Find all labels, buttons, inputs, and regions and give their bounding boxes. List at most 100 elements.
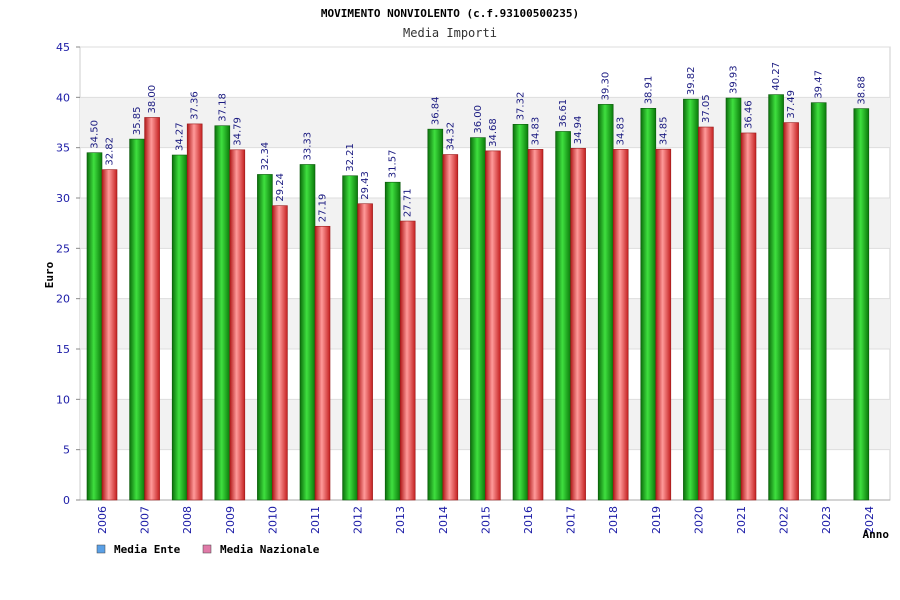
- y-tick-label: 0: [63, 494, 70, 507]
- data-label-media-ente-2021: 39.93: [729, 65, 740, 94]
- data-label-media-nazionale-2016: 34.83: [531, 117, 542, 146]
- data-label-media-ente-2015: 36.00: [473, 105, 484, 134]
- data-label-media-ente-2020: 39.82: [686, 67, 697, 96]
- y-tick-label: 45: [56, 41, 70, 54]
- data-label-media-ente-2013: 31.57: [388, 150, 399, 179]
- x-axis-ticks: 2006 2007 2008 2009 2010 2011 2012 2013 2014 2015…: [96, 506, 876, 534]
- bar-media-nazionale-2022: [783, 122, 799, 501]
- bar-media-ente-2016: [512, 124, 529, 501]
- data-label-media-nazionale-2012: 29.43: [360, 171, 371, 200]
- bar-media-nazionale-2017: [570, 147, 586, 501]
- x-tick-label-2013: 2013: [394, 506, 407, 534]
- bar-media-nazionale-2018: [612, 149, 629, 501]
- y-tick-label: 30: [56, 192, 70, 205]
- data-label-media-ente-2016: 37.32: [516, 92, 527, 121]
- x-tick-label-2021: 2021: [735, 506, 748, 534]
- data-labels: 34.50 32.82 35.85 38.00 34.27 37.36 37.18 34.79…: [90, 62, 868, 222]
- data-label-media-nazionale-2014: 34.32: [445, 122, 456, 151]
- x-tick-label-2016: 2016: [522, 506, 535, 534]
- bar-media-nazionale-2019: [655, 148, 672, 501]
- bar-media-nazionale-2007: [144, 117, 160, 501]
- bar-media-ente-2011: [299, 164, 316, 501]
- bars: [86, 94, 870, 501]
- data-label-media-ente-2010: 32.34: [260, 142, 271, 171]
- x-tick-label-2006: 2006: [96, 506, 109, 534]
- bar-media-nazionale-2016: [527, 149, 544, 501]
- x-tick-label-2007: 2007: [139, 506, 152, 534]
- y-tick-label: 40: [56, 91, 70, 104]
- x-tick-label-2008: 2008: [181, 506, 194, 534]
- bar-media-nazionale-2013: [399, 220, 416, 501]
- bar-media-ente-2015: [470, 137, 486, 501]
- chart-title: MOVIMENTO NONVIOLENTO (c.f.93100500235): [321, 7, 579, 20]
- bar-media-nazionale-2011: [314, 225, 331, 501]
- y-tick-label: 35: [56, 142, 70, 155]
- x-tick-label-2019: 2019: [650, 506, 663, 534]
- y-tick-label: 5: [63, 444, 70, 457]
- data-label-media-nazionale-2009: 34.79: [232, 117, 243, 146]
- bar-media-ente-2009: [214, 125, 231, 501]
- bar-media-nazionale-2009: [229, 149, 246, 501]
- bar-media-ente-2020: [683, 98, 699, 501]
- data-label-media-ente-2023: 39.47: [814, 70, 825, 99]
- bar-media-ente-2012: [342, 175, 358, 501]
- data-label-media-nazionale-2021: 36.46: [744, 100, 755, 129]
- bar-media-nazionale-2015: [485, 150, 501, 501]
- data-label-media-nazionale-2018: 34.83: [616, 117, 627, 146]
- data-label-media-ente-2007: 35.85: [132, 106, 143, 135]
- bar-media-ente-2014: [427, 128, 444, 501]
- data-label-media-nazionale-2006: 32.82: [105, 137, 116, 166]
- data-label-media-nazionale-2022: 37.49: [786, 90, 797, 119]
- x-tick-label-2012: 2012: [352, 506, 365, 534]
- chart-subtitle: Media Importi: [403, 26, 497, 40]
- legend-label-media-ente: Media Ente: [114, 543, 181, 556]
- data-label-media-ente-2006: 34.50: [90, 120, 101, 149]
- data-label-media-nazionale-2007: 38.00: [147, 85, 158, 114]
- bar-media-ente-2010: [257, 174, 273, 501]
- bar-media-ente-2023: [810, 102, 827, 501]
- x-tick-label-2017: 2017: [565, 506, 578, 534]
- x-tick-label-2024: 2024: [863, 506, 876, 534]
- x-tick-label-2014: 2014: [437, 506, 450, 534]
- data-label-media-nazionale-2020: 37.05: [701, 94, 712, 123]
- bar-media-ente-2021: [725, 97, 742, 501]
- x-axis-label: Anno: [863, 528, 890, 541]
- bar-media-nazionale-2012: [357, 203, 373, 501]
- x-tick-label-2015: 2015: [479, 506, 492, 534]
- bar-media-ente-2019: [640, 108, 657, 501]
- data-label-media-ente-2017: 36.61: [558, 99, 569, 128]
- y-tick-label: 20: [56, 293, 70, 306]
- data-label-media-ente-2024: 38.88: [856, 76, 867, 105]
- y-tick-label: 15: [56, 343, 70, 356]
- data-label-media-nazionale-2017: 34.94: [573, 116, 584, 145]
- data-label-media-ente-2012: 32.21: [345, 143, 356, 172]
- x-tick-label-2023: 2023: [820, 506, 833, 534]
- data-label-media-nazionale-2015: 34.68: [488, 118, 499, 147]
- data-label-media-ente-2018: 39.30: [601, 72, 612, 101]
- bar-media-ente-2018: [597, 104, 614, 501]
- bar-media-nazionale-2010: [272, 205, 288, 501]
- bar-media-ente-2007: [129, 138, 145, 501]
- data-label-media-ente-2011: 33.33: [303, 132, 314, 161]
- x-tick-label-2022: 2022: [778, 506, 791, 534]
- bar-media-nazionale-2021: [740, 132, 757, 501]
- data-label-media-nazionale-2011: 27.19: [318, 194, 329, 223]
- y-axis-label: Euro: [43, 261, 56, 288]
- data-label-media-ente-2009: 37.18: [217, 93, 228, 122]
- bar-media-nazionale-2020: [698, 126, 714, 501]
- data-label-media-ente-2008: 34.27: [175, 122, 186, 151]
- data-label-media-ente-2019: 38.91: [643, 76, 654, 105]
- data-label-media-nazionale-2008: 37.36: [190, 91, 201, 120]
- x-tick-label-2010: 2010: [266, 506, 279, 534]
- bar-media-ente-2022: [768, 94, 784, 501]
- bar-media-ente-2024: [853, 108, 870, 501]
- bar-media-nazionale-2014: [442, 154, 459, 501]
- data-label-media-ente-2014: 36.84: [430, 97, 441, 126]
- legend-swatch-media-nazionale: [202, 544, 212, 554]
- data-label-media-ente-2022: 40.27: [771, 62, 782, 91]
- bar-media-ente-2008: [171, 154, 188, 501]
- y-tick-label: 25: [56, 242, 70, 255]
- bar-media-ente-2006: [86, 152, 103, 501]
- bar-media-ente-2017: [555, 131, 571, 501]
